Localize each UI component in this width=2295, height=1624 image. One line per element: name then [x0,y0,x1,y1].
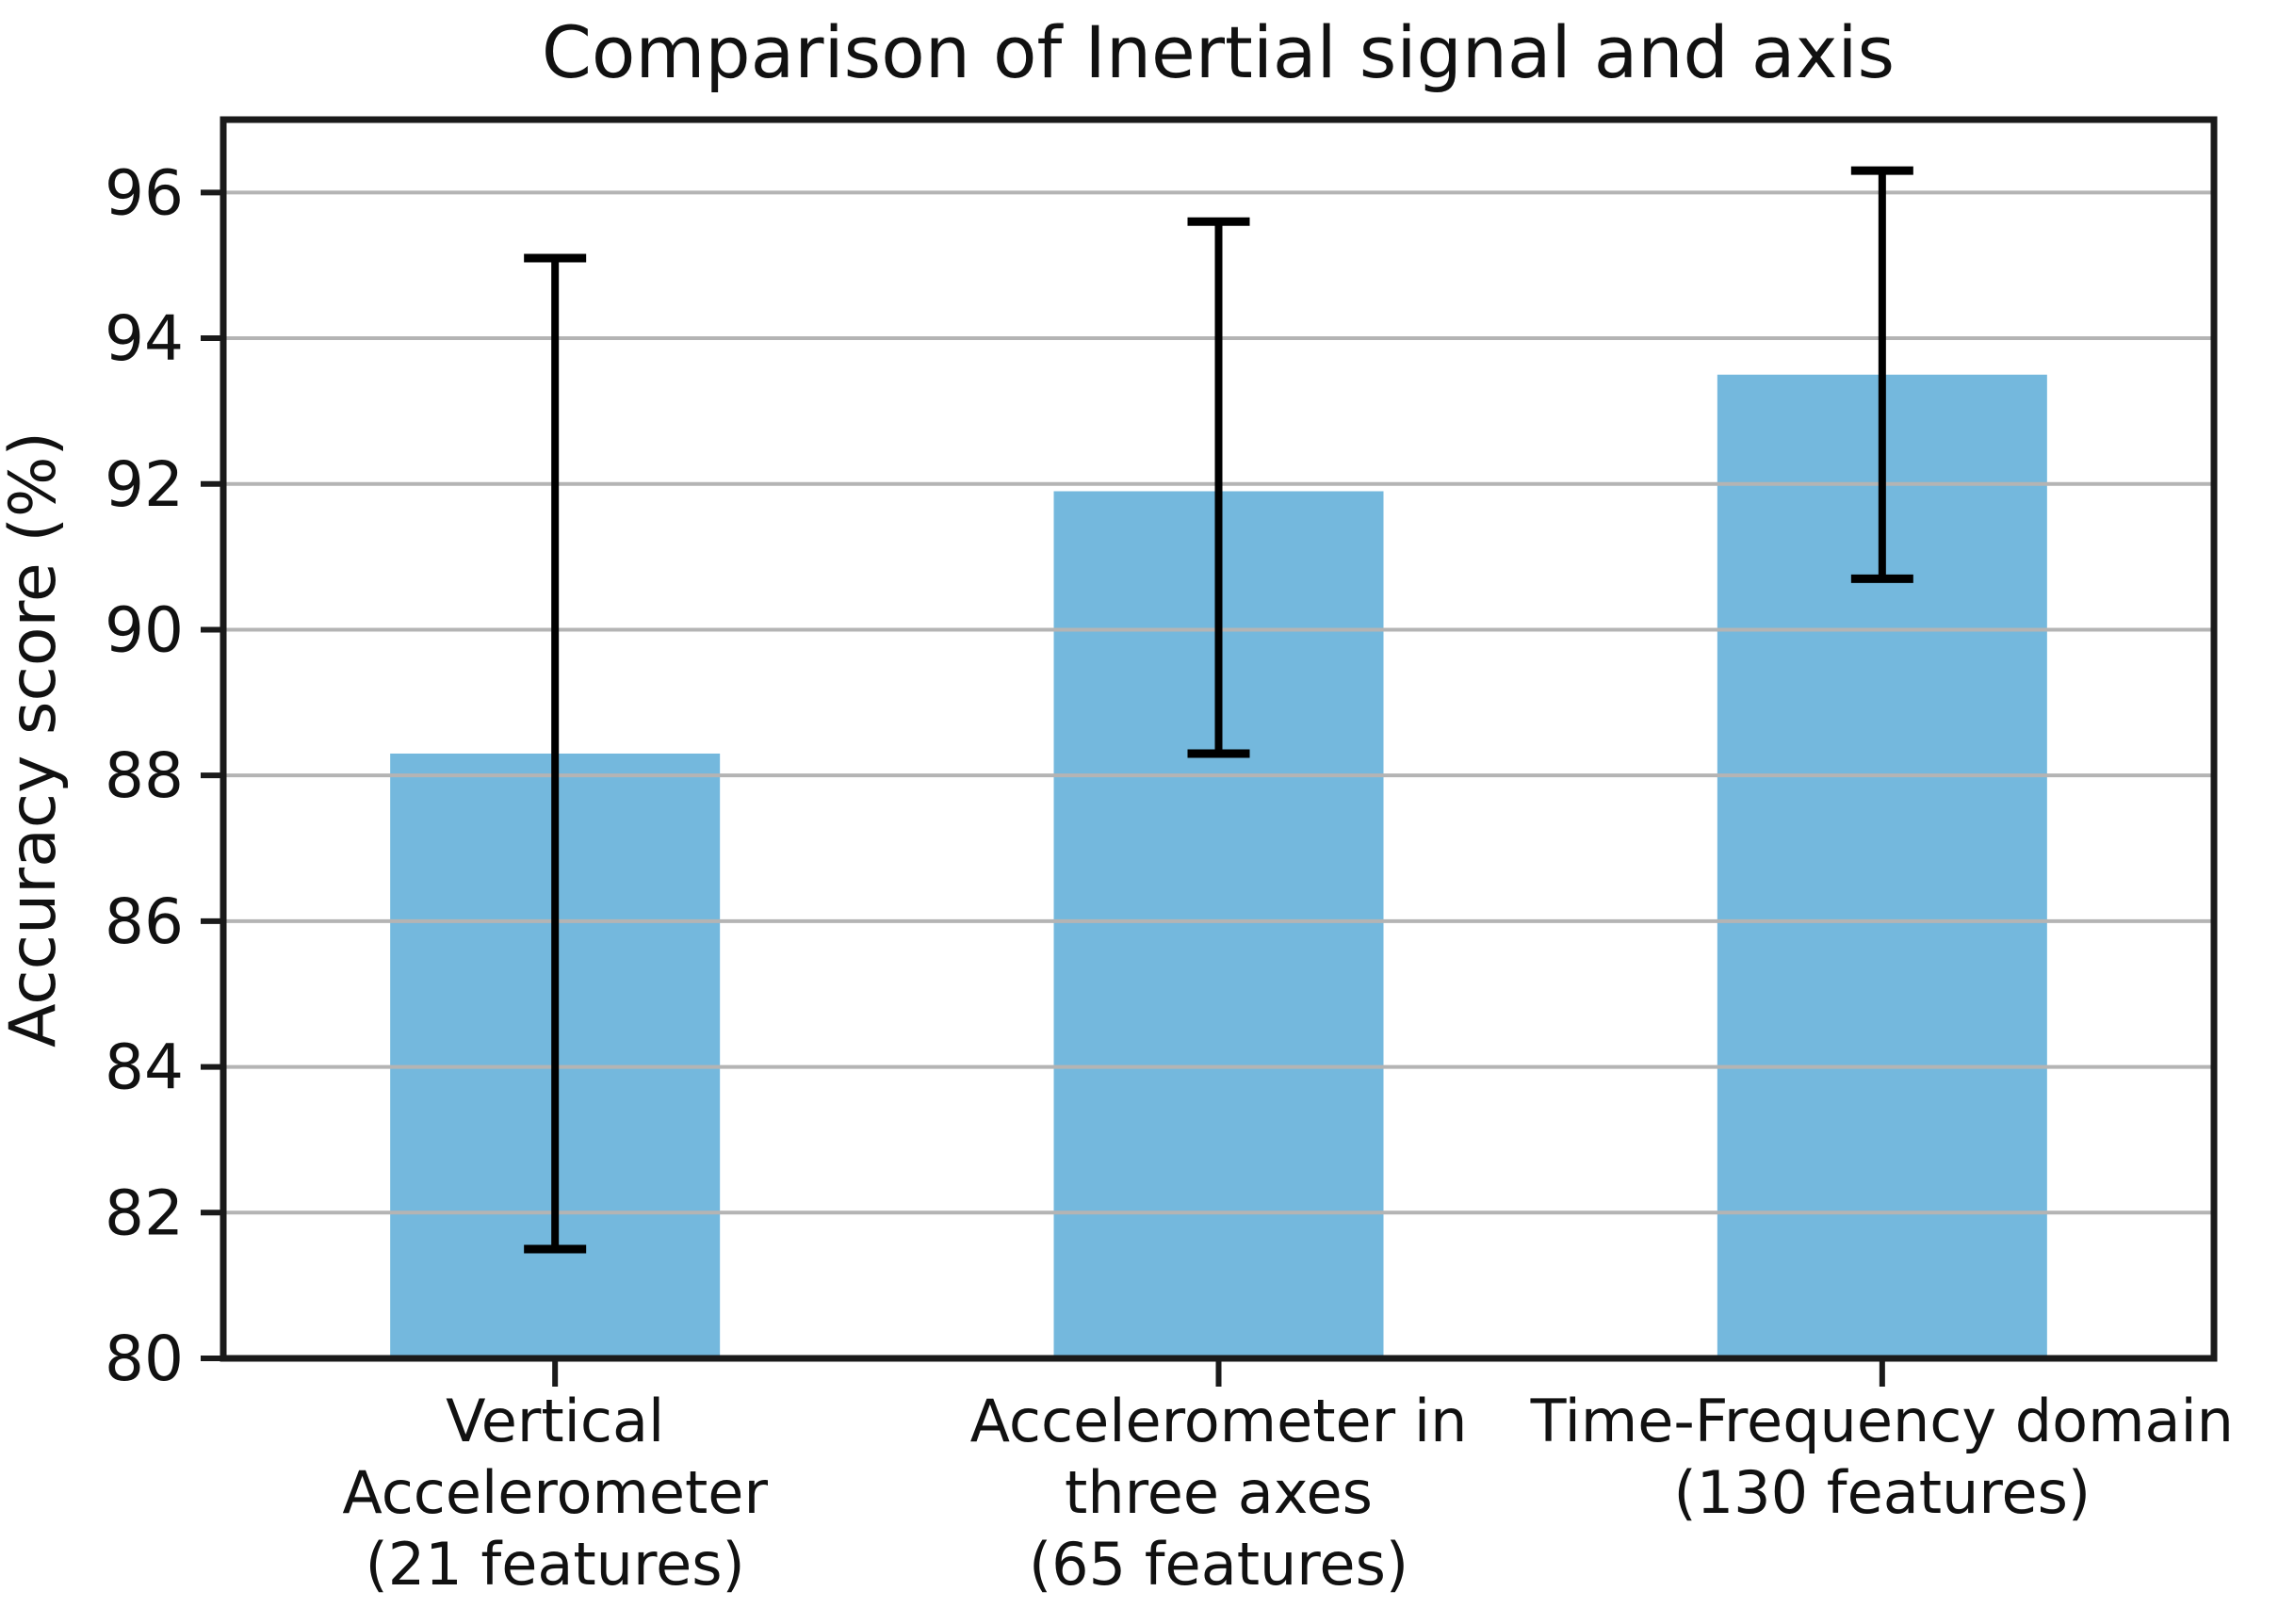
ytick-label-90: 90 [105,593,184,666]
xtick-label-1: Accelerometer in three axes (65 features) [970,1387,1468,1599]
ytick-label-96: 96 [105,156,184,229]
xtick-label-0: Vertical Accelerometer (21 features) [342,1387,768,1599]
ytick-label-82: 82 [105,1177,184,1249]
ytick-label-94: 94 [105,302,184,375]
ytick-label-86: 86 [105,885,184,958]
ytick-label-80: 80 [105,1323,184,1395]
xtick-label-2: Time-Frequency domain (130 features) [1530,1387,2234,1527]
chart-graphics: 80 82 84 86 88 90 92 94 96 Vertical Accelerometer(… [105,116,2234,1599]
ytick-label-92: 92 [105,448,184,521]
y-axis-label: Accuracy score (%) [0,431,71,1047]
ytick-label-84: 84 [105,1031,184,1104]
ytick-label-88: 88 [105,739,184,812]
chart-title: Comparison of Inertial signal and axis [542,10,1895,94]
